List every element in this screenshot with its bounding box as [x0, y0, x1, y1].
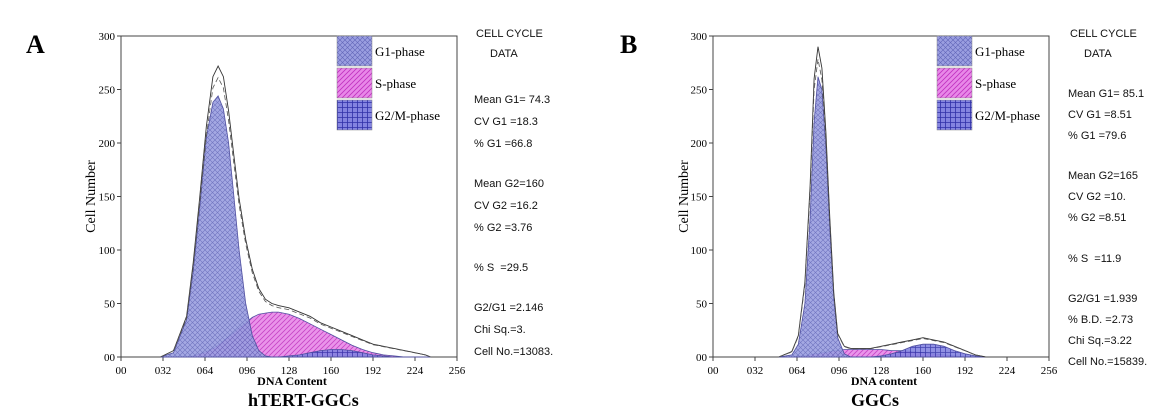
- y-tick-label: 250: [691, 85, 708, 97]
- legend: G1-phase S-phase G2/M-phase: [336, 35, 440, 131]
- legend: G1-phase S-phase G2/M-phase: [936, 35, 1040, 131]
- y-tick-label: 100: [691, 245, 708, 257]
- stat-line: G2/G1 =1.939: [1068, 293, 1138, 305]
- x-tick-label: 00: [708, 365, 720, 377]
- stat-line: Cell No.=13083.: [474, 346, 554, 358]
- panel-caption: GGCs: [851, 390, 900, 410]
- y-tick-label: 200: [691, 138, 708, 150]
- y-tick-label: 100: [99, 245, 116, 257]
- legend-swatch: [936, 67, 973, 99]
- stat-line: Chi Sq.=3.22: [1068, 335, 1132, 347]
- legend-label: G1-phase: [375, 44, 425, 59]
- x-tick-label: 096: [831, 365, 848, 377]
- legend-label: G2/M-phase: [375, 108, 440, 123]
- stat-line: Mean G2=165: [1068, 170, 1139, 182]
- x-tick-label: 064: [197, 365, 214, 377]
- x-tick-label: 256: [1041, 365, 1058, 377]
- stat-line: % G1 =79.6: [1068, 130, 1127, 142]
- legend-label: G1-phase: [975, 44, 1025, 59]
- y-tick-label: 300: [99, 31, 116, 43]
- cell-cycle-title: CELL CYCLE DATA: [476, 28, 543, 60]
- legend-swatch: [336, 99, 373, 131]
- x-axis-title: DNA content: [851, 374, 917, 388]
- y-tick-label: 200: [99, 138, 116, 150]
- legend-label: G2/M-phase: [975, 108, 1040, 123]
- y-axis-title: Cell Number: [84, 160, 99, 233]
- y-tick-label: 150: [691, 192, 708, 204]
- x-tick-label: 160: [915, 365, 932, 377]
- stat-line: % S =11.9: [1068, 253, 1122, 265]
- y-tick-label: 50: [104, 299, 116, 311]
- cell-cycle-title-line-1: CELL CYCLE: [1070, 28, 1137, 40]
- panel-b: B 00 50 100 150 200 250 300 00 032 064 096 128 160 19…: [588, 0, 1176, 419]
- x-tick-label: 064: [789, 365, 806, 377]
- stat-line: Cell No.=15839.: [1068, 356, 1148, 368]
- panel-letter: A: [26, 30, 45, 59]
- panel-a: A 00 50 100 150 200 250 300 00 032 064 096 128 160 19…: [26, 28, 554, 410]
- stat-line: Chi Sq.=3.: [474, 324, 526, 336]
- legend-label: S-phase: [975, 76, 1016, 91]
- x-tick-label: 192: [365, 365, 382, 377]
- panel-letter: B: [620, 30, 638, 59]
- x-tick-label: 00: [116, 365, 128, 377]
- stat-line: Mean G1= 74.3: [474, 94, 551, 106]
- stat-line: CV G1 =18.3: [474, 116, 538, 128]
- stat-line: CV G2 =16.2: [474, 200, 538, 212]
- x-tick-label: 032: [747, 365, 764, 377]
- stat-line: % G2 =8.51: [1068, 212, 1127, 224]
- cell-cycle-title: CELL CYCLE DATA: [1070, 28, 1137, 60]
- x-tick-label: 032: [155, 365, 172, 377]
- y-axis-title: Cell Number: [677, 160, 692, 233]
- y-tick-label: 300: [691, 31, 708, 43]
- stat-line: CV G2 =10.: [1068, 191, 1126, 203]
- histogram-chart-a: 00 50 100 150 200 250 300 00 032 064 096 128 160 192 2…: [84, 31, 466, 388]
- stat-line: % S =29.5: [474, 262, 529, 274]
- data-histogram-line: [160, 64, 431, 358]
- g1-phase-area: [778, 76, 986, 358]
- legend-swatch: [336, 67, 373, 99]
- x-tick-label: 224: [999, 365, 1016, 377]
- x-tick-label: 096: [239, 365, 256, 377]
- cell-cycle-title-line-2: DATA: [490, 48, 518, 60]
- y-tick-label: 250: [99, 85, 116, 97]
- x-tick-label: 128: [873, 365, 890, 377]
- x-tick-label: 224: [407, 365, 424, 377]
- y-tick-label: 50: [696, 299, 708, 311]
- stat-line: G2/G1 =2.146: [474, 302, 544, 314]
- legend-swatch: [336, 35, 373, 67]
- cell-cycle-title-line-2: DATA: [1084, 48, 1112, 60]
- model-fit-line: [778, 59, 987, 358]
- stat-line: Mean G1= 85.1: [1068, 88, 1145, 100]
- x-axis-title: DNA Content: [257, 374, 327, 388]
- x-tick-label: 128: [281, 365, 298, 377]
- y-tick-label: 00: [104, 352, 116, 364]
- stat-line: Mean G2=160: [474, 178, 545, 190]
- x-tick-label: 160: [323, 365, 340, 377]
- cell-cycle-title-line-1: CELL CYCLE: [476, 28, 543, 40]
- stat-line: % B.D. =2.73: [1068, 314, 1134, 326]
- x-tick-label: 256: [449, 365, 466, 377]
- x-tick-label: 192: [957, 365, 974, 377]
- stat-line: % G1 =66.8: [474, 138, 533, 150]
- stat-line: % G2 =3.76: [474, 222, 533, 234]
- legend-swatch: [936, 99, 973, 131]
- y-tick-label: 150: [99, 192, 116, 204]
- panel-caption: hTERT-GGCs: [248, 390, 359, 410]
- legend-swatch: [936, 35, 973, 67]
- stat-line: CV G1 =8.51: [1068, 109, 1132, 121]
- histogram-chart-b: 00 50 100 150 200 250 300 00 032 064 096 128 160 192 2…: [677, 31, 1058, 388]
- model-fit-line: [160, 76, 431, 358]
- legend-label: S-phase: [375, 76, 416, 91]
- y-tick-label: 00: [696, 352, 708, 364]
